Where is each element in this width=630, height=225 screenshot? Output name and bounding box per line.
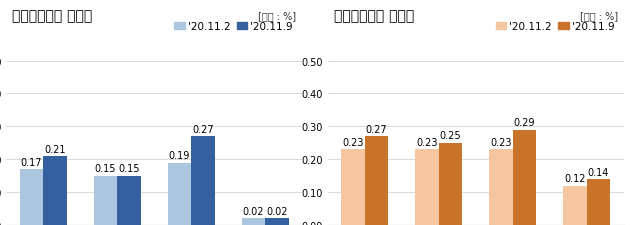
Bar	[117, 176, 141, 225]
Bar	[587, 179, 610, 225]
Text: 0.29: 0.29	[513, 118, 536, 128]
Text: 0.02: 0.02	[243, 206, 264, 216]
Text: 0.15: 0.15	[118, 164, 140, 174]
Text: 0.15: 0.15	[94, 164, 117, 174]
Bar	[265, 218, 289, 225]
Bar	[20, 169, 43, 225]
Text: 0.21: 0.21	[45, 144, 66, 154]
Text: [단위 : %]: [단위 : %]	[580, 11, 618, 21]
Bar	[168, 163, 192, 225]
Bar	[94, 176, 117, 225]
Text: 0.23: 0.23	[490, 137, 512, 147]
Text: [단위 : %]: [단위 : %]	[258, 11, 297, 21]
Text: 0.14: 0.14	[588, 167, 609, 177]
Text: 0.25: 0.25	[440, 131, 461, 141]
Bar	[341, 150, 365, 225]
Legend: '20.11.2, '20.11.9: '20.11.2, '20.11.9	[170, 18, 297, 36]
Text: 0.27: 0.27	[366, 124, 387, 134]
Text: 0.19: 0.19	[169, 151, 190, 160]
Bar	[365, 137, 388, 225]
Bar	[563, 186, 587, 225]
Text: 매매가격지수 변동률: 매매가격지수 변동률	[12, 9, 93, 23]
Bar	[43, 156, 67, 225]
Text: 전세가격지수 변동률: 전세가격지수 변동률	[333, 9, 414, 23]
Text: 0.23: 0.23	[416, 137, 438, 147]
Text: 0.02: 0.02	[266, 206, 288, 216]
Bar	[489, 150, 513, 225]
Bar	[438, 143, 462, 225]
Bar	[513, 130, 536, 225]
Bar	[242, 218, 265, 225]
Text: 0.23: 0.23	[342, 137, 364, 147]
Text: 0.27: 0.27	[192, 124, 214, 134]
Text: 0.12: 0.12	[564, 173, 585, 183]
Bar	[192, 137, 215, 225]
Text: 0.17: 0.17	[21, 157, 42, 167]
Bar	[415, 150, 438, 225]
Legend: '20.11.2, '20.11.9: '20.11.2, '20.11.9	[491, 18, 619, 36]
